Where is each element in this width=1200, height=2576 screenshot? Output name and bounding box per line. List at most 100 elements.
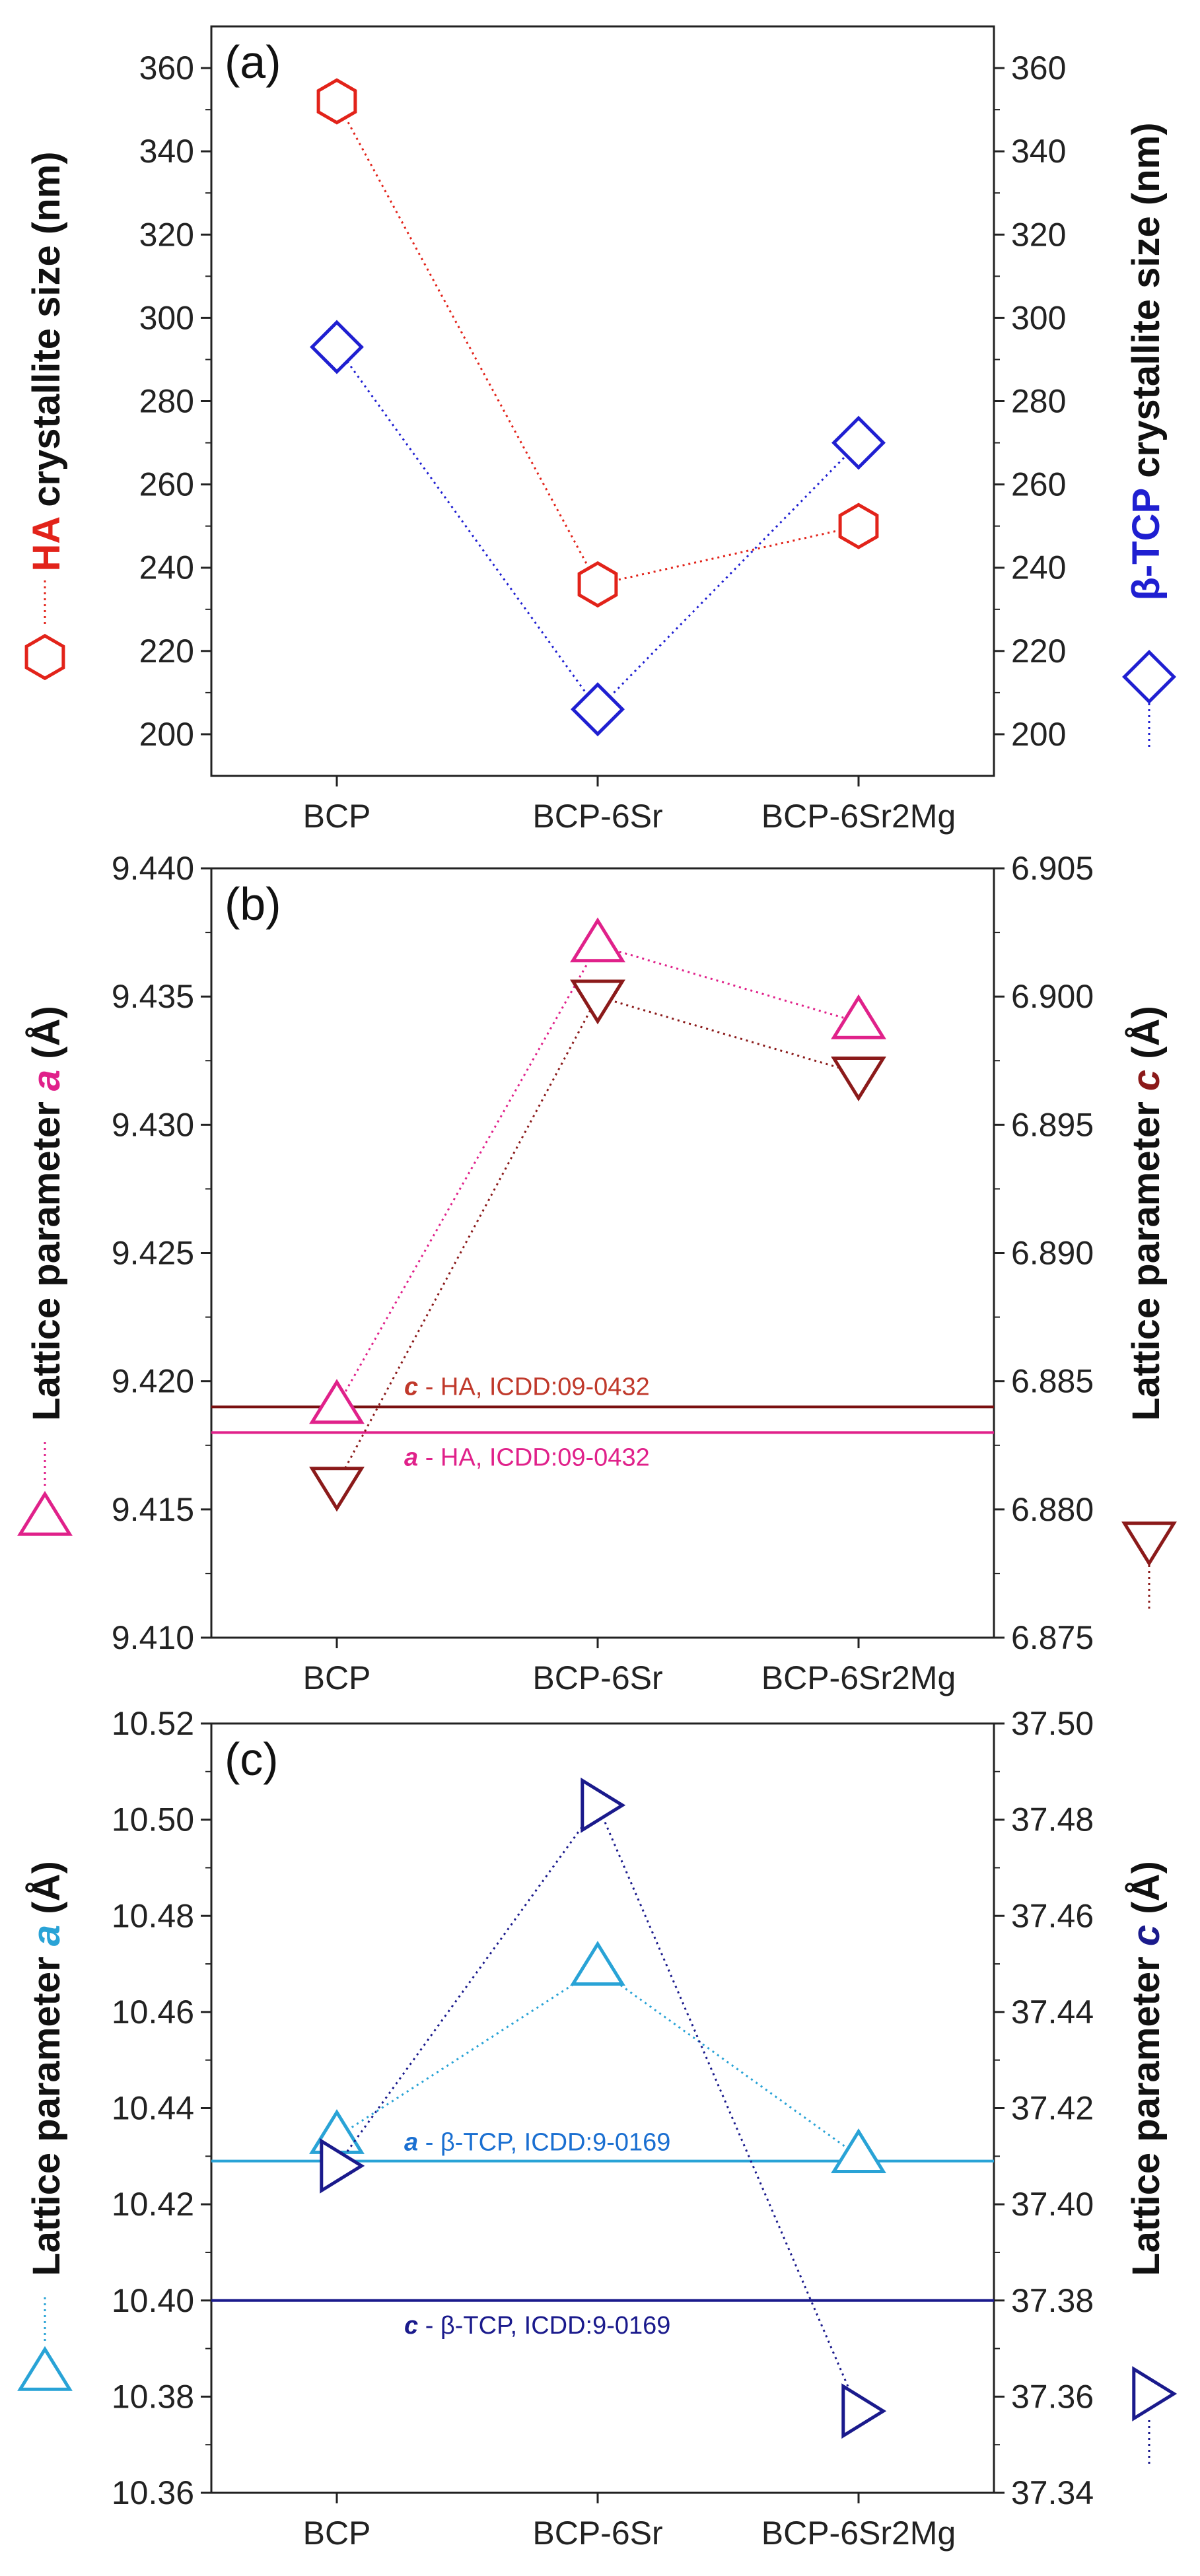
right-tick-label: 37.48 bbox=[1011, 1801, 1094, 1838]
left-tick-label: 300 bbox=[139, 299, 194, 336]
right-tick-label: 37.36 bbox=[1011, 2378, 1094, 2415]
right-tick-label: 320 bbox=[1011, 216, 1066, 253]
x-tick-label: BCP-6Sr bbox=[532, 1659, 662, 1696]
legend-marker bbox=[17, 2346, 73, 2391]
series-line-HA bbox=[335, 100, 859, 586]
right-tick-label: 220 bbox=[1011, 633, 1066, 670]
panel-label: (b) bbox=[225, 878, 281, 930]
left-tick-label: 9.415 bbox=[112, 1491, 194, 1528]
right-axis-title: Lattice parameter c (Å) bbox=[1125, 1006, 1168, 1421]
right-axis-label: Lattice parameter c (Å) bbox=[1125, 1006, 1168, 1421]
right-tick-label: 6.890 bbox=[1011, 1235, 1094, 1272]
panel-label: (c) bbox=[225, 1733, 279, 1785]
data-point: a BCP-6Sr2Mg: 10.43 bbox=[831, 2128, 886, 2174]
right-tick-label: 37.38 bbox=[1011, 2282, 1094, 2319]
panel-c: 10.36 10.38 10.40 10.42 10.44 10.46 10.48 10.50… bbox=[17, 1705, 1178, 2552]
right-tick-label: 37.44 bbox=[1011, 1994, 1094, 2031]
left-tick-label: 200 bbox=[139, 716, 194, 753]
right-tick-label: 37.40 bbox=[1011, 2186, 1094, 2223]
left-tick-label: 9.425 bbox=[112, 1235, 194, 1272]
left-tick-label: 320 bbox=[139, 216, 194, 253]
left-tick-label: 10.52 bbox=[112, 1705, 194, 1742]
right-tick-label: 6.885 bbox=[1011, 1363, 1094, 1400]
left-tick-label: 9.435 bbox=[112, 978, 194, 1015]
right-tick-label: 37.46 bbox=[1011, 1897, 1094, 1934]
data-point: β-TCP BCP-6Sr: 206 bbox=[571, 682, 625, 737]
right-axis-title: Lattice parameter c (Å) bbox=[1125, 1861, 1168, 2276]
data-point: a BCP: 9.419 bbox=[309, 1379, 365, 1424]
left-tick-label: 9.440 bbox=[112, 850, 194, 887]
data-point: a BCP-6Sr: 10.469 bbox=[570, 1941, 625, 1986]
left-tick-label: 10.44 bbox=[112, 2090, 194, 2127]
right-tick-label: 200 bbox=[1011, 716, 1066, 753]
data-point: c BCP-6Sr: 37.483 bbox=[581, 1777, 626, 1833]
left-tick-label: 9.410 bbox=[112, 1619, 194, 1656]
left-axis-label: Lattice parameter a (Å) bbox=[25, 1006, 68, 1421]
left-tick-label: 240 bbox=[139, 549, 194, 586]
left-tick-label: 10.46 bbox=[112, 1994, 194, 2031]
data-point: HA BCP-6Sr: 236 bbox=[577, 561, 618, 608]
x-tick-label: BCP bbox=[303, 2515, 371, 2552]
data-point: c BCP: 37.408 bbox=[320, 2138, 365, 2194]
legend-marker bbox=[1122, 650, 1176, 704]
x-tick-label: BCP bbox=[303, 798, 371, 835]
right-axis-label: β-TCP crystallite size (nm) bbox=[1125, 122, 1168, 600]
left-axis-label: Lattice parameter a (Å) bbox=[25, 1861, 68, 2276]
left-tick-label: 10.48 bbox=[112, 1897, 194, 1934]
x-tick-label: BCP bbox=[303, 1659, 371, 1696]
data-point: β-TCP BCP: 293 bbox=[310, 320, 364, 374]
plot-frame bbox=[210, 1722, 995, 2494]
right-tick-label: 37.42 bbox=[1011, 2090, 1094, 2127]
plot-frame bbox=[210, 25, 995, 777]
panel-b: 9.410 9.415 9.420 9.425 9.430 9.435 9.440 6.875… bbox=[17, 850, 1177, 1696]
right-tick-label: 6.880 bbox=[1011, 1491, 1094, 1528]
left-tick-label: 280 bbox=[139, 383, 194, 420]
data-point: HA BCP-6Sr2Mg: 250 bbox=[838, 503, 879, 549]
right-tick-label: 300 bbox=[1011, 299, 1066, 336]
right-tick-label: 6.905 bbox=[1011, 850, 1094, 887]
right-tick-label: 6.875 bbox=[1011, 1619, 1094, 1656]
left-axis-label: HA crystallite size (nm) bbox=[25, 151, 68, 571]
left-tick-label: 10.40 bbox=[112, 2282, 194, 2319]
right-tick-label: 37.34 bbox=[1011, 2474, 1094, 2511]
right-axis-label: Lattice parameter c (Å) bbox=[1125, 1861, 1168, 2276]
right-tick-label: 340 bbox=[1011, 133, 1066, 170]
data-point: c BCP: 6.881 bbox=[309, 1467, 365, 1512]
reference-label: a - β-TCP, ICDD:9-0169 bbox=[404, 2129, 670, 2157]
left-axis-title: HA crystallite size (nm) bbox=[25, 151, 68, 571]
reference-label: c - β-TCP, ICDD:9-0169 bbox=[404, 2312, 670, 2340]
data-point: c BCP-6Sr2Mg: 6.897 bbox=[831, 1056, 886, 1101]
right-tick-label: 360 bbox=[1011, 50, 1066, 87]
legend-marker bbox=[1132, 2366, 1178, 2421]
right-tick-label: 37.50 bbox=[1011, 1705, 1094, 1742]
x-tick-label: BCP-6Sr2Mg bbox=[761, 2515, 956, 2552]
right-tick-label: 240 bbox=[1011, 549, 1066, 586]
x-tick-label: BCP-6Sr2Mg bbox=[761, 1659, 956, 1696]
legend-marker bbox=[17, 1490, 73, 1536]
data-point: β-TCP BCP-6Sr2Mg: 270 bbox=[831, 415, 886, 470]
x-tick-label: BCP-6Sr2Mg bbox=[761, 798, 956, 835]
left-tick-label: 340 bbox=[139, 133, 194, 170]
data-point: a BCP-6Sr2Mg: 9.434 bbox=[831, 994, 886, 1039]
series-line-β-TCP bbox=[335, 346, 860, 711]
left-tick-label: 9.420 bbox=[112, 1363, 194, 1400]
data-point: HA BCP: 352 bbox=[316, 78, 357, 125]
right-tick-label: 280 bbox=[1011, 383, 1066, 420]
x-tick-label: BCP-6Sr bbox=[532, 2515, 662, 2552]
data-point: a BCP-6Sr: 9.437 bbox=[570, 917, 625, 963]
left-tick-label: 260 bbox=[139, 466, 194, 503]
reference-label: a - HA, ICDD:09-0432 bbox=[404, 1444, 650, 1471]
data-point: c BCP-6Sr: 6.9 bbox=[570, 979, 625, 1025]
left-axis-title: Lattice parameter a (Å) bbox=[25, 1861, 68, 2276]
data-point: a BCP: 10.434 bbox=[309, 2108, 365, 2154]
left-tick-label: 360 bbox=[139, 50, 194, 87]
legend-marker bbox=[24, 633, 65, 681]
reference-label: c - HA, ICDD:09-0432 bbox=[404, 1374, 650, 1401]
x-tick-label: BCP-6Sr bbox=[532, 798, 662, 835]
left-tick-label: 220 bbox=[139, 633, 194, 670]
left-tick-label: 10.50 bbox=[112, 1801, 194, 1838]
right-tick-label: 260 bbox=[1011, 466, 1066, 503]
panel-label: (a) bbox=[225, 36, 281, 88]
data-point: c BCP-6Sr2Mg: 37.357 bbox=[841, 2383, 887, 2439]
